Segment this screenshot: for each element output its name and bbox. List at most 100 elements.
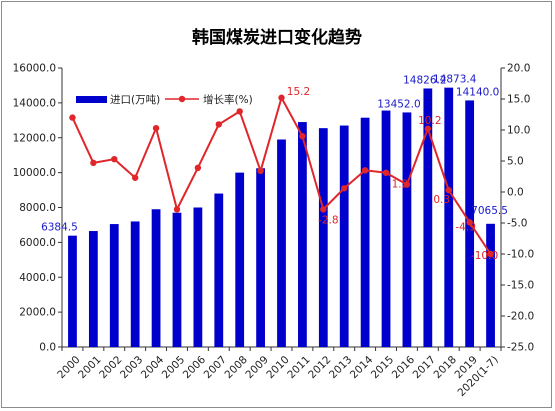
left-tick-label: 16000.0 xyxy=(13,63,56,75)
rate-value-label: 1.2 xyxy=(392,179,409,191)
growth-rate-point xyxy=(299,133,306,140)
bar xyxy=(172,212,182,347)
legend-bar-swatch xyxy=(76,96,107,103)
growth-rate-point xyxy=(382,169,390,176)
growth-rate-point xyxy=(403,181,411,188)
x-tick-label: 2008 xyxy=(223,354,250,381)
growth-rate-point xyxy=(111,155,118,163)
right-tick-label: -15.0 xyxy=(507,280,534,292)
growth-rate-point xyxy=(320,206,327,213)
bar xyxy=(214,193,224,347)
growth-rate-point xyxy=(194,164,202,172)
right-tick-label: 20.0 xyxy=(507,63,530,75)
left-tick-label: 6000.0 xyxy=(19,237,56,249)
growth-rate-point xyxy=(152,124,160,132)
bar xyxy=(235,172,245,347)
growth-rate-point xyxy=(487,250,494,258)
growth-rate-point xyxy=(236,108,243,115)
bar xyxy=(109,224,119,347)
legend-bar-label: 进口(万吨) xyxy=(110,93,160,106)
growth-rate-point xyxy=(69,114,76,121)
rate-value-label: -2.8 xyxy=(318,214,339,226)
rate-value-label: 10.2 xyxy=(418,115,441,127)
left-tick-label: 2000.0 xyxy=(19,307,56,319)
left-tick-label: 12000.0 xyxy=(13,132,56,144)
x-tick-label: 2000 xyxy=(55,354,82,381)
growth-rate-point xyxy=(424,125,432,132)
bar xyxy=(130,221,140,347)
bar-value-label: 14140.0 xyxy=(456,86,499,98)
left-tick-label: 0.0 xyxy=(39,342,56,354)
x-tick-label: 2011 xyxy=(285,354,312,381)
x-tick-label: 2007 xyxy=(202,354,229,381)
bar-value-label: 7065.5 xyxy=(471,205,508,217)
growth-rate-point xyxy=(361,167,369,174)
bar-value-label: 13452.0 xyxy=(377,98,420,110)
bar xyxy=(151,209,161,347)
bar xyxy=(68,235,77,347)
x-tick-label: 2004 xyxy=(139,354,167,382)
right-tick-label: 5.0 xyxy=(507,156,524,168)
growth-rate-point xyxy=(215,121,222,128)
growth-rate-point xyxy=(341,185,348,192)
x-tick-label: 2010 xyxy=(264,354,291,381)
bar xyxy=(402,112,412,347)
bar xyxy=(486,223,495,347)
right-tick-label: -5.0 xyxy=(507,218,528,230)
x-tick-label: 2002 xyxy=(97,354,124,381)
right-tick-label: 10.0 xyxy=(507,125,530,137)
right-tick-label: -25.0 xyxy=(507,342,534,354)
x-tick-label: 2003 xyxy=(118,354,145,381)
right-tick-label: -20.0 xyxy=(507,311,534,323)
bar xyxy=(318,128,328,347)
bar xyxy=(277,139,286,347)
x-tick-label: 2005 xyxy=(160,354,187,381)
growth-rate-point xyxy=(90,159,97,167)
left-tick-label: 10000.0 xyxy=(13,167,56,179)
x-tick-label: 2017 xyxy=(411,354,438,381)
right-tick-label: -10.0 xyxy=(507,249,534,261)
bar xyxy=(193,207,203,347)
x-tick-label: 2009 xyxy=(243,354,270,381)
legend-line-label: 增长率(%) xyxy=(203,93,253,106)
growth-rate-point xyxy=(131,174,139,181)
bar xyxy=(444,87,454,348)
bar xyxy=(256,168,265,347)
right-tick-label: 15.0 xyxy=(507,94,530,106)
left-tick-label: 8000.0 xyxy=(19,202,56,214)
growth-rate-point xyxy=(173,206,181,213)
x-tick-label: 2018 xyxy=(432,354,459,381)
growth-rate-point xyxy=(445,186,452,194)
growth-rate-point xyxy=(466,219,473,226)
x-tick-label: 2013 xyxy=(327,354,354,381)
bar xyxy=(360,117,370,348)
x-tick-label: 2014 xyxy=(348,354,376,382)
rate-value-label: -10.0 xyxy=(471,250,498,262)
bar-value-label: 6384.5 xyxy=(41,222,78,234)
rate-value-label: 0.3 xyxy=(433,194,450,206)
x-tick-label: 2015 xyxy=(369,354,396,381)
left-tick-label: 14000.0 xyxy=(13,97,56,109)
bar xyxy=(381,110,391,347)
x-tick-label: 2012 xyxy=(306,354,333,381)
plot-area: 0.0 2000.0 4000.0 6000.0 8000.0 10000.0 12000.… xyxy=(13,63,535,400)
x-tick-label: 2006 xyxy=(181,354,209,382)
x-tick-label: 2016 xyxy=(390,354,418,382)
right-tick-label: 0.0 xyxy=(507,187,524,199)
left-tick-label: 4000.0 xyxy=(19,272,56,284)
x-tick-label: 2001 xyxy=(76,354,103,381)
chart-title: 韩国煤炭进口变化趋势 xyxy=(192,27,362,48)
rate-value-label: 15.2 xyxy=(287,86,310,98)
bar-value-label: 14826.2 xyxy=(403,74,446,86)
growth-rate-point xyxy=(257,167,264,175)
legend-line-marker xyxy=(178,95,186,103)
bar xyxy=(88,231,98,347)
bar xyxy=(298,122,307,348)
bar xyxy=(423,88,433,347)
bar-value-label: 14873.4 xyxy=(433,74,477,86)
legend: 进口(万吨) 增长率(%) xyxy=(76,93,253,106)
rate-value-label: -4.9 xyxy=(455,221,476,233)
growth-rate-point xyxy=(278,94,285,101)
